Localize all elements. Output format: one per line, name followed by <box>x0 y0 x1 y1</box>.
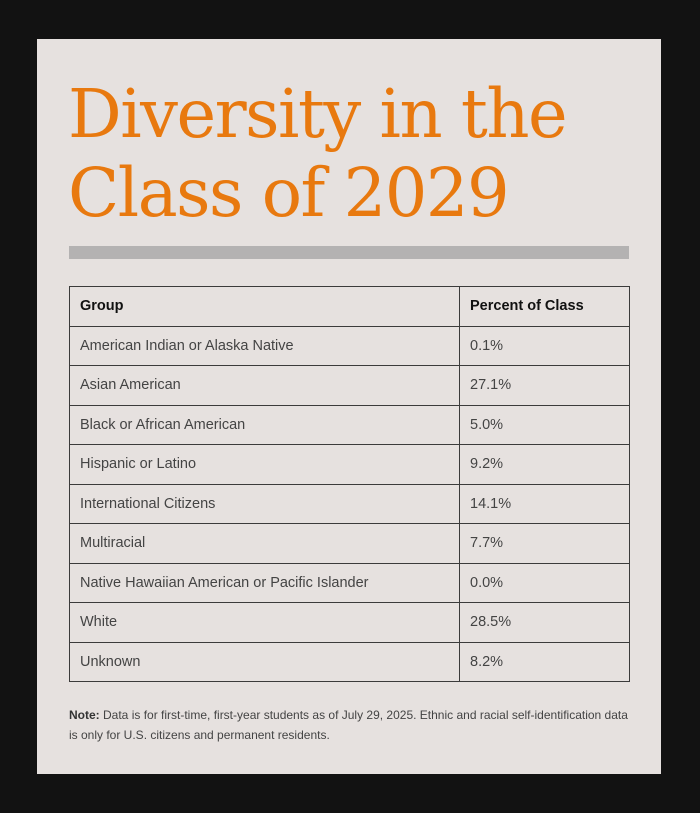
table-header-row: Group Percent of Class <box>69 286 630 327</box>
percent-cell: 0.1% <box>459 325 630 366</box>
table-row: Unknown 8.2% <box>69 641 630 682</box>
table-row: Native Hawaiian American or Pacific Isla… <box>69 562 630 603</box>
percent-cell: 5.0% <box>459 404 630 445</box>
table-row: International Citizens 14.1% <box>69 483 630 524</box>
table-row: Hispanic or Latino 9.2% <box>69 444 630 485</box>
table-row: Multiracial 7.7% <box>69 523 630 564</box>
group-cell: Hispanic or Latino <box>69 444 460 485</box>
table-row: White 28.5% <box>69 602 630 643</box>
page-title: Diversity in the Class of 2029 <box>68 75 628 233</box>
percent-cell: 7.7% <box>459 523 630 564</box>
group-cell: International Citizens <box>69 483 460 524</box>
page-title-line-2: Class of 2029 <box>68 154 510 232</box>
group-cell: Asian American <box>69 365 460 406</box>
percent-cell: 28.5% <box>459 602 630 643</box>
page-title-line-1: Diversity in the <box>68 75 568 153</box>
table-row: Asian American 27.1% <box>69 365 630 406</box>
percent-cell: 0.0% <box>459 562 630 603</box>
group-cell: Unknown <box>69 641 460 682</box>
divider-bar <box>69 246 629 259</box>
footnote-label: Note: <box>69 708 100 722</box>
percent-cell: 27.1% <box>459 365 630 406</box>
content-card: Diversity in the Class of 2029 Group Per… <box>37 39 661 774</box>
diversity-table: Group Percent of Class American Indian o… <box>69 286 630 682</box>
percent-cell: 14.1% <box>459 483 630 524</box>
column-header-percent: Percent of Class <box>459 286 630 327</box>
table-row: American Indian or Alaska Native 0.1% <box>69 325 630 366</box>
group-cell: Multiracial <box>69 523 460 564</box>
footnote-text: Data is for first-time, first-year stude… <box>69 708 628 742</box>
group-cell: White <box>69 602 460 643</box>
footnote: Note: Data is for first-time, first-year… <box>69 706 635 745</box>
percent-cell: 9.2% <box>459 444 630 485</box>
table-row: Black or African American 5.0% <box>69 404 630 445</box>
column-header-group: Group <box>69 286 460 327</box>
group-cell: American Indian or Alaska Native <box>69 325 460 366</box>
group-cell: Black or African American <box>69 404 460 445</box>
group-cell: Native Hawaiian American or Pacific Isla… <box>69 562 460 603</box>
percent-cell: 8.2% <box>459 641 630 682</box>
